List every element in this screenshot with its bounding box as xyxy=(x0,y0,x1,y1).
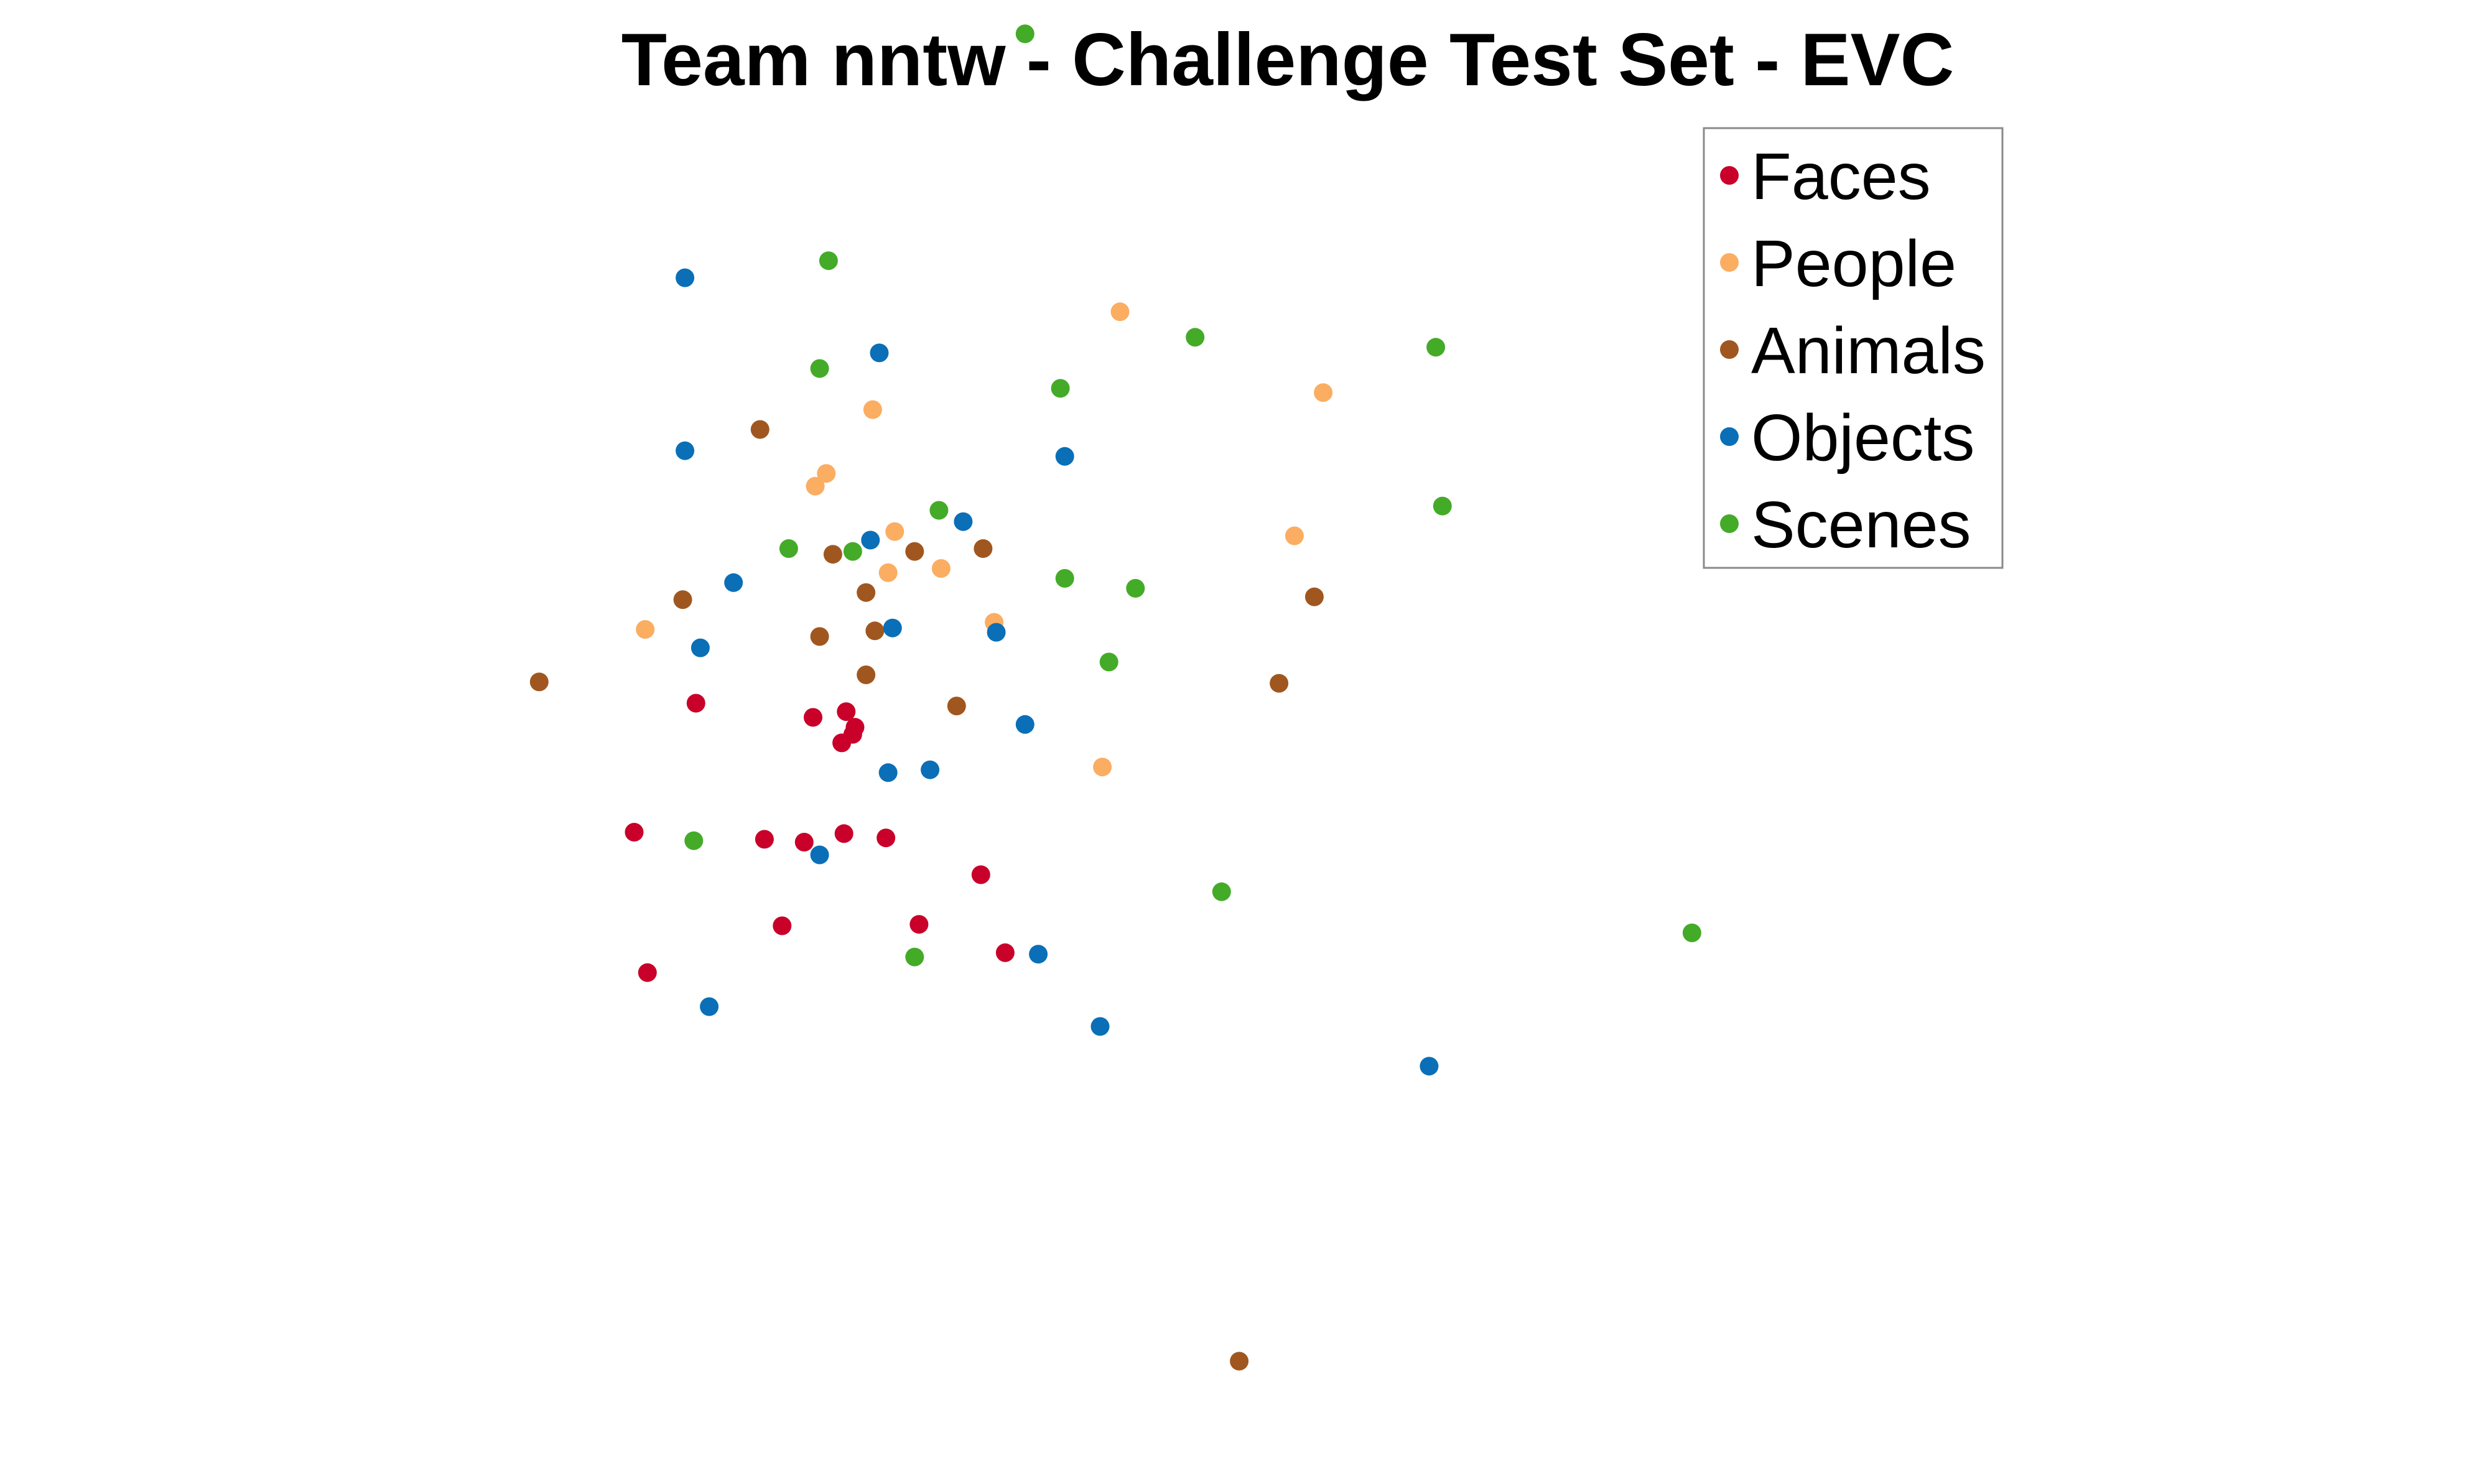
point-faces-7 xyxy=(625,823,644,842)
point-people-2 xyxy=(1314,383,1333,402)
point-scenes-10 xyxy=(1433,496,1452,516)
point-animals-2 xyxy=(823,545,842,564)
point-faces-3 xyxy=(837,702,856,721)
point-scenes-8 xyxy=(779,539,798,558)
point-objects-9 xyxy=(987,623,1006,642)
point-objects-11 xyxy=(1015,715,1034,734)
point-animals-4 xyxy=(974,539,993,558)
point-animals-14 xyxy=(1230,1352,1249,1371)
legend-marker-scenes xyxy=(1720,514,1739,533)
legend-label-faces: Faces xyxy=(1751,140,1931,213)
point-objects-16 xyxy=(700,997,719,1016)
point-scenes-18 xyxy=(905,947,924,967)
point-scenes-17 xyxy=(1682,923,1701,942)
point-animals-9 xyxy=(1304,587,1324,606)
point-people-9 xyxy=(1285,526,1304,545)
chart-title: Team nntw - Challenge Test Set - EVC xyxy=(621,18,1955,101)
point-scenes-2 xyxy=(819,251,838,271)
point-objects-1 xyxy=(676,268,695,287)
point-objects-2 xyxy=(870,343,889,363)
point-faces-16 xyxy=(638,963,657,982)
point-animals-3 xyxy=(905,542,924,561)
legend-label-animals: Animals xyxy=(1751,314,1986,387)
point-faces-10 xyxy=(834,824,853,843)
legend-item-people: People xyxy=(1720,227,1956,300)
point-objects-14 xyxy=(810,845,829,865)
point-objects-3 xyxy=(1055,447,1074,466)
point-animals-13 xyxy=(947,697,966,716)
point-scenes-13 xyxy=(1126,578,1145,598)
point-animals-6 xyxy=(857,583,876,602)
legend: Faces People Animals Objects Scenes xyxy=(1703,127,2004,569)
point-animals-7 xyxy=(865,621,885,641)
legend-item-objects: Objects xyxy=(1720,401,1974,475)
point-objects-12 xyxy=(878,763,898,782)
legend-marker-people xyxy=(1720,253,1739,272)
point-animals-10 xyxy=(857,665,876,684)
point-objects-8 xyxy=(883,618,902,638)
legend-item-scenes: Scenes xyxy=(1720,488,1971,562)
point-scenes-1 xyxy=(1015,24,1034,44)
point-objects-17 xyxy=(1090,1017,1110,1036)
point-scenes-16 xyxy=(1212,882,1231,901)
plot-area xyxy=(529,24,1865,1371)
point-people-4 xyxy=(817,464,836,483)
point-objects-13 xyxy=(921,760,940,779)
point-people-8 xyxy=(931,559,951,578)
legend-label-people: People xyxy=(1751,227,1956,300)
point-faces-13 xyxy=(773,916,792,935)
point-people-7 xyxy=(878,563,898,582)
point-people-6 xyxy=(885,522,904,541)
point-faces-15 xyxy=(995,943,1015,962)
point-people-1 xyxy=(1110,302,1130,322)
point-people-5 xyxy=(806,476,825,496)
point-animals-8 xyxy=(810,627,829,646)
legend-item-faces: Faces xyxy=(1720,140,1931,213)
point-scenes-7 xyxy=(929,501,949,520)
point-faces-4 xyxy=(845,718,865,737)
legend-marker-objects xyxy=(1720,427,1739,446)
point-people-11 xyxy=(636,620,655,639)
point-scenes-12 xyxy=(1055,568,1074,588)
legend-item-animals: Animals xyxy=(1720,314,1986,387)
point-animals-5 xyxy=(673,590,692,610)
point-objects-4 xyxy=(676,441,695,460)
point-scenes-6 xyxy=(1051,379,1070,398)
point-faces-12 xyxy=(971,865,990,884)
point-faces-5 xyxy=(832,733,852,753)
point-faces-11 xyxy=(876,828,896,848)
point-objects-7 xyxy=(724,573,743,592)
point-scenes-3 xyxy=(1186,328,1205,347)
point-objects-6 xyxy=(861,531,880,550)
point-faces-8 xyxy=(755,830,774,849)
point-animals-1 xyxy=(750,420,769,439)
point-scenes-14 xyxy=(1099,652,1118,672)
point-animals-12 xyxy=(1270,674,1289,693)
point-animals-11 xyxy=(529,672,549,692)
point-faces-14 xyxy=(909,915,929,934)
legend-marker-faces xyxy=(1720,166,1739,185)
point-faces-9 xyxy=(794,833,814,851)
legend-box xyxy=(1703,127,2004,569)
point-faces-6 xyxy=(686,693,705,713)
point-scenes-15 xyxy=(684,831,704,850)
point-objects-10 xyxy=(690,638,710,657)
point-scenes-5 xyxy=(810,359,829,378)
point-scenes-4 xyxy=(1426,338,1446,357)
point-people-12 xyxy=(1093,758,1112,777)
point-objects-15 xyxy=(1029,945,1048,964)
point-objects-18 xyxy=(1420,1057,1439,1076)
point-people-3 xyxy=(863,400,882,419)
point-faces-2 xyxy=(804,708,822,727)
point-objects-5 xyxy=(954,512,973,531)
legend-label-scenes: Scenes xyxy=(1751,488,1971,562)
legend-label-objects: Objects xyxy=(1751,401,1974,475)
point-scenes-9 xyxy=(843,542,862,561)
legend-marker-animals xyxy=(1720,340,1739,359)
